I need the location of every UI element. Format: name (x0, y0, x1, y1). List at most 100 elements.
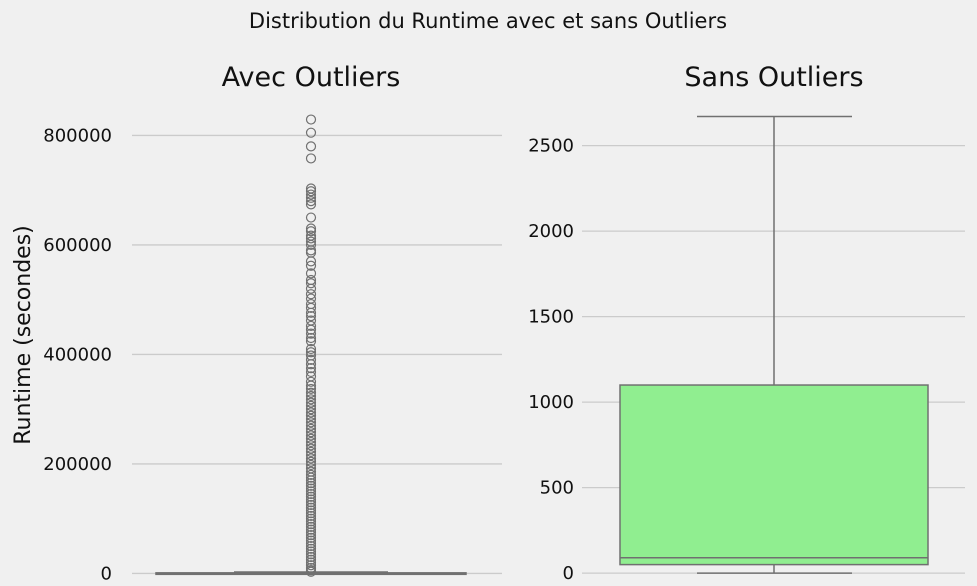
outlier-point (305, 527, 317, 538)
outlier-point (305, 226, 317, 237)
outlier-point (305, 336, 317, 347)
outlier-point (305, 494, 317, 505)
outlier-point (305, 260, 317, 271)
y-tick-label: 2000 (528, 221, 574, 242)
outlier-point (305, 404, 317, 415)
outlier-point (305, 488, 317, 500)
outlier-point (305, 502, 317, 513)
outlier-point (305, 508, 317, 519)
outlier-point (305, 223, 317, 234)
outlier-point (305, 486, 317, 497)
outlier-point (305, 450, 317, 461)
outlier-point (305, 256, 317, 267)
outlier-point (305, 540, 317, 552)
outlier-point (305, 456, 317, 467)
outlier-point (305, 289, 317, 300)
outlier-point (305, 366, 317, 378)
outlier-point (305, 363, 317, 374)
box-plot-sans (619, 115, 929, 574)
box-iqr (619, 384, 929, 566)
outlier-point (305, 524, 317, 535)
y-tick-label: 600000 (43, 235, 112, 256)
outlier-point (305, 499, 317, 511)
y-tick-label: 0 (101, 563, 112, 584)
outlier-point (305, 475, 317, 486)
y-axis-label: Runtime (secondes) (11, 225, 36, 445)
outlier-point (305, 127, 317, 138)
outlier-point (305, 196, 317, 207)
outlier-point (305, 427, 317, 438)
grid-layer-avec (132, 134, 502, 575)
outlier-point (305, 546, 317, 557)
outlier-point (305, 407, 317, 418)
outlier-point (305, 324, 317, 335)
y-tick-label: 500 (540, 478, 574, 499)
outlier-point (305, 233, 317, 244)
outlier-point (305, 453, 317, 464)
outlier-point (305, 554, 317, 565)
chart-panel-sans-outliers: Sans Outliers 0 500 1000 1500 2000 2500 (528, 62, 965, 584)
chart-panel-avec-outliers: Avec Outliers Runtime (secondes) 0 200000… (11, 62, 502, 584)
outlier-point (305, 400, 317, 411)
outlier-point (305, 192, 317, 203)
outlier-point (305, 413, 317, 425)
outlier-point (305, 310, 317, 322)
outlier-point (305, 114, 317, 125)
outlier-point (305, 354, 317, 366)
box-plot-avec (155, 114, 467, 577)
y-tick-labels-avec: 0 200000 400000 600000 800000 (43, 125, 112, 584)
outlier-point (305, 359, 317, 370)
chart-title-avec-outliers: Avec Outliers (222, 62, 401, 93)
outlier-point (305, 560, 317, 571)
outlier-point (305, 141, 317, 152)
outlier-point (305, 521, 317, 532)
outlier-point (305, 390, 317, 402)
outlier-point (305, 383, 317, 395)
outlier-point (305, 245, 317, 256)
outlier-point (305, 278, 317, 289)
outlier-point (305, 410, 317, 421)
outlier-point (305, 519, 317, 530)
y-tick-labels-sans: 0 500 1000 1500 2000 2500 (528, 136, 574, 585)
outlier-point (305, 566, 317, 577)
outlier-point (305, 516, 317, 527)
outlier-point (305, 446, 317, 457)
outlier-point (305, 469, 317, 480)
outlier-point (305, 153, 317, 164)
outlier-point (305, 387, 317, 398)
outlier-point (305, 483, 317, 494)
outlier-point (305, 549, 317, 560)
outlier-point (305, 480, 317, 491)
outlier-point (305, 347, 317, 358)
outlier-point (305, 332, 317, 344)
outlier-point (305, 459, 317, 471)
outlier-point (305, 423, 317, 434)
y-tick-label: 800000 (43, 125, 112, 146)
outlier-point (305, 505, 317, 516)
outlier-point (305, 186, 317, 197)
outlier-point (305, 543, 317, 554)
outlier-point (305, 380, 317, 391)
outlier-point (305, 394, 317, 405)
outlier-point (305, 420, 317, 431)
outlier-point (305, 538, 317, 549)
y-tick-label: 400000 (43, 344, 112, 365)
outlier-point (305, 302, 317, 313)
y-tick-label: 1500 (528, 307, 574, 328)
outlier-point (305, 440, 317, 451)
outlier-point (305, 497, 317, 508)
outlier-point (305, 268, 317, 279)
outlier-point (305, 436, 317, 448)
y-tick-label: 200000 (43, 454, 112, 475)
figure-suptitle: Distribution du Runtime avec et sans Out… (249, 9, 727, 33)
outlier-point (305, 513, 317, 524)
outlier-point (305, 430, 317, 441)
outlier-point (305, 510, 317, 522)
outlier-point (305, 532, 317, 543)
y-tick-label: 0 (563, 563, 574, 584)
outlier-point (305, 320, 317, 332)
outlier-point (305, 376, 317, 387)
outlier-point (305, 491, 317, 502)
